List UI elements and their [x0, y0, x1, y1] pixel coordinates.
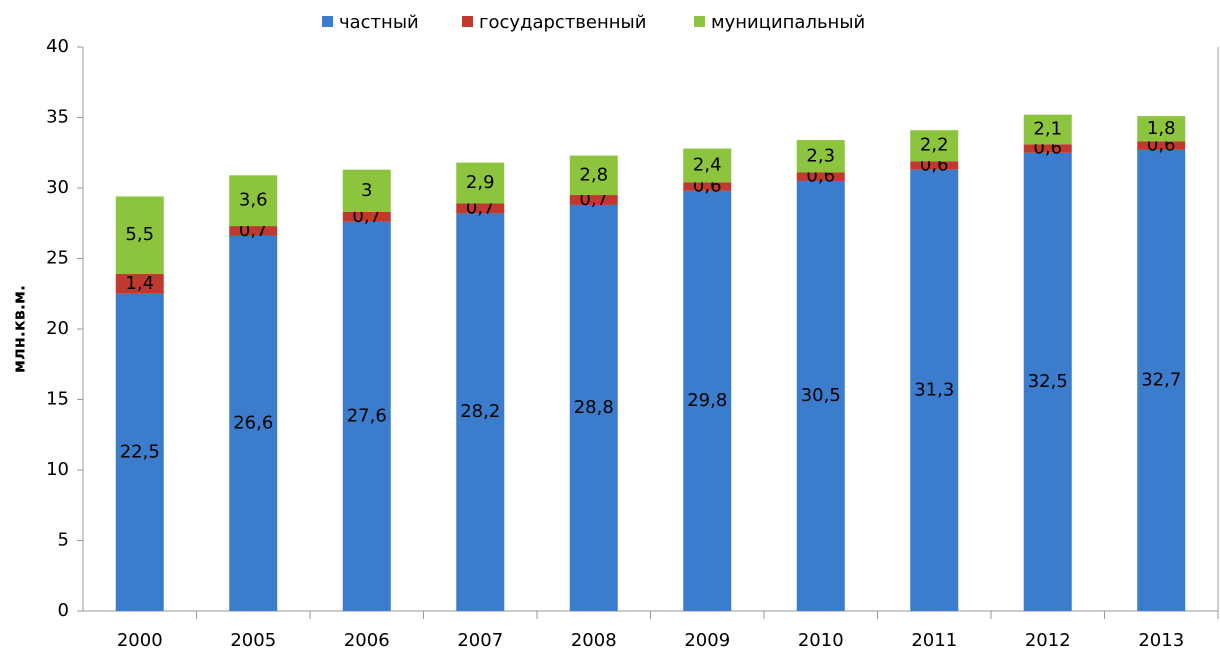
bar-segment: [342, 211, 391, 222]
bar-segment: [569, 204, 618, 612]
bar-segment: [1137, 149, 1186, 611]
bar-segment: [910, 161, 959, 170]
data-label: 2,1: [1033, 118, 1062, 139]
bar-segment: [910, 130, 959, 162]
data-label: 2,8: [579, 164, 608, 185]
data-label: 3: [361, 180, 372, 201]
data-label: 32,7: [1141, 369, 1181, 390]
data-label: 28,8: [574, 397, 614, 418]
y-tick-label: 5: [58, 530, 69, 551]
x-tick-label: 2013: [1138, 630, 1184, 651]
data-label: 2,3: [806, 145, 835, 166]
bar-segment: [115, 196, 164, 275]
x-tick-label: 2010: [798, 630, 844, 651]
y-tick-label: 35: [46, 107, 69, 128]
legend-swatch: [462, 16, 473, 27]
data-label: 30,5: [801, 385, 841, 406]
bar-segment: [456, 213, 505, 611]
bar-segment: [569, 195, 618, 205]
data-label: 1,4: [125, 273, 154, 294]
y-tick-label: 15: [46, 389, 69, 410]
x-tick-label: 2007: [457, 630, 503, 651]
data-label: 1,8: [1147, 118, 1176, 139]
legend-swatch: [322, 16, 333, 27]
bar-segment: [569, 155, 618, 196]
y-axis-label: млн.кв.м.: [10, 285, 29, 373]
legend-label: муниципальный: [711, 12, 865, 33]
bar-segment: [115, 274, 164, 294]
data-label: 28,2: [460, 401, 500, 422]
data-label: 26,6: [233, 412, 273, 433]
bar-segment: [456, 203, 505, 214]
x-tick-label: 2000: [117, 630, 163, 651]
data-label: 2,9: [466, 172, 495, 193]
x-tick-label: 2009: [684, 630, 730, 651]
x-tick-label: 2008: [571, 630, 617, 651]
data-label: 32,5: [1028, 371, 1068, 392]
y-tick-label: 10: [46, 459, 69, 480]
bar-segment: [683, 190, 732, 611]
y-tick-label: 25: [46, 248, 69, 269]
bar-segment: [342, 169, 391, 212]
legend-swatch: [694, 16, 705, 27]
data-label: 2,2: [920, 135, 949, 156]
data-label: 31,3: [914, 379, 954, 400]
data-label: 29,8: [687, 390, 727, 411]
bar-segment: [229, 235, 278, 611]
bar-segment: [796, 140, 845, 173]
y-tick-label: 0: [58, 600, 69, 621]
y-tick-label: 30: [46, 177, 69, 198]
bar-segment: [1137, 141, 1186, 150]
bar-segment: [910, 169, 959, 612]
bar-segment: [796, 172, 845, 181]
data-label: 27,6: [347, 405, 387, 426]
bar-segment: [342, 221, 391, 611]
bar-segment: [683, 182, 732, 191]
data-label: 5,5: [125, 224, 154, 245]
x-tick-label: 2011: [911, 630, 957, 651]
bar-segment: [456, 162, 505, 204]
bar-segment: [115, 293, 164, 611]
x-tick-label: 2005: [230, 630, 276, 651]
bar-segment: [1023, 144, 1072, 153]
data-label: 3,6: [239, 190, 268, 211]
bar-segment: [229, 226, 278, 236]
y-tick-label: 20: [46, 318, 69, 339]
bar-segment: [1137, 116, 1186, 142]
x-tick-label: 2012: [1025, 630, 1071, 651]
bar-segment: [1023, 114, 1072, 145]
legend-label: частный: [339, 12, 419, 33]
data-label: 22,5: [120, 441, 160, 462]
bar-segment: [229, 175, 278, 227]
x-tick-label: 2006: [344, 630, 390, 651]
data-label: 2,4: [693, 154, 722, 175]
legend-label: государственный: [479, 12, 646, 33]
bar-segment: [683, 148, 732, 183]
y-tick-label: 40: [46, 36, 69, 57]
bar-segment: [1023, 152, 1072, 611]
bar-segment: [796, 180, 845, 611]
